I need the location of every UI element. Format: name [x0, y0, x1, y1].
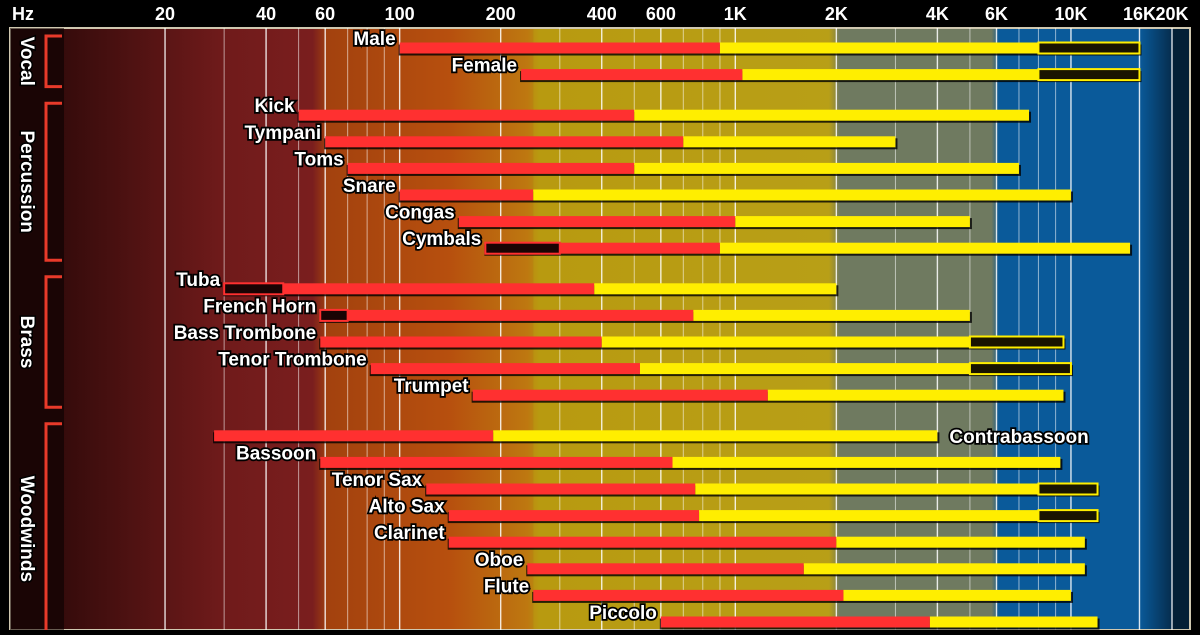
- bar-harmonics-bass-trombone: [601, 336, 970, 348]
- instrument-label-tuba: Tuba: [176, 270, 220, 291]
- bar-harmonics-clarinet: [836, 536, 1085, 548]
- tick-label-4K: 4K: [926, 4, 949, 24]
- tick-label-600: 600: [646, 4, 676, 24]
- bar-fundamental-male: [399, 42, 720, 54]
- group-label-woodwinds: Woodwinds: [16, 476, 37, 582]
- instrument-label-french-horn: French Horn: [203, 296, 316, 317]
- instrument-label-female: Female: [452, 56, 517, 77]
- bar-fundamental-bassoon: [320, 456, 673, 468]
- bar-fundamental-oboe: [527, 563, 804, 575]
- tick-label-16K: 16K: [1123, 4, 1156, 24]
- instrument-label-oboe: Oboe: [475, 550, 524, 571]
- bar-harmonics-congas: [735, 216, 970, 228]
- tick-label-20: 20: [155, 4, 175, 24]
- bar-harmonics-cymbals: [719, 242, 1131, 254]
- bar-harmonics-french-horn: [693, 309, 970, 321]
- bar-harmonics-tenor-trombone: [639, 363, 970, 375]
- bar-fundamental-toms: [347, 162, 635, 174]
- bar-harmonics-flute: [843, 589, 1071, 601]
- instrument-label-congas: Congas: [385, 203, 455, 224]
- bar-fundamental-snare: [399, 189, 534, 201]
- bar-harmonics-female: [742, 69, 1039, 81]
- bar-harmonics-bassoon: [672, 456, 1061, 468]
- tick-label-200: 200: [486, 4, 516, 24]
- axis-header-strip: [0, 0, 1200, 28]
- bar-extended-bass-trombone: [968, 335, 1065, 349]
- bar-harmonics-male: [719, 42, 1039, 54]
- tick-label-100: 100: [385, 4, 415, 24]
- bar-harmonics-oboe: [803, 563, 1085, 575]
- bar-fundamental-bass-trombone: [320, 336, 602, 348]
- instrument-label-clarinet: Clarinet: [374, 523, 445, 544]
- tick-label-40: 40: [256, 4, 276, 24]
- bar-harmonics-alto-sax: [699, 510, 1039, 522]
- bar-fundamental-flute: [533, 589, 844, 601]
- group-label-percussion: Percussion: [16, 130, 37, 232]
- bar-fundamental-tenor-sax: [426, 483, 696, 495]
- tick-label-2K: 2K: [825, 4, 848, 24]
- instrument-label-cymbals: Cymbals: [402, 229, 481, 250]
- bar-harmonics-trumpet: [767, 389, 1064, 401]
- bar-extended-female: [1037, 68, 1141, 82]
- bar-harmonics-piccolo: [929, 616, 1098, 628]
- bar-extended-male: [1037, 41, 1141, 55]
- instrument-label-tenor-trombone: Tenor Trombone: [218, 350, 366, 371]
- tick-label-20K: 20K: [1155, 4, 1188, 24]
- bar-harmonics-snare: [533, 189, 1071, 201]
- bar-harmonics-kick: [634, 109, 1030, 121]
- instrument-label-flute: Flute: [484, 576, 529, 597]
- bar-harmonics-toms: [634, 162, 1019, 174]
- bar-fundamental-trumpet: [472, 389, 768, 401]
- group-bracket-percussion: [44, 101, 62, 262]
- instrument-label-piccolo: Piccolo: [589, 603, 657, 624]
- instrument-label-trumpet: Trumpet: [394, 376, 470, 397]
- bar-fundamental-clarinet: [448, 536, 837, 548]
- frequency-band-gradient: [10, 28, 1190, 630]
- bar-harmonics-tympani: [683, 136, 896, 148]
- group-column-shade: [10, 28, 64, 630]
- bar-fundamental-tuba: [224, 283, 595, 295]
- bar-harmonics-contrabassoon: [493, 430, 938, 442]
- group-bracket-vocal: [44, 34, 62, 89]
- axis-unit-label: Hz: [12, 4, 34, 24]
- instrument-label-tympani: Tympani: [244, 123, 321, 144]
- tick-label-10K: 10K: [1054, 4, 1087, 24]
- bar-subfundamental-french-horn: [319, 308, 349, 322]
- bar-extended-tenor-trombone: [968, 362, 1072, 376]
- bar-fundamental-contrabassoon: [214, 430, 494, 442]
- tick-label-1K: 1K: [724, 4, 747, 24]
- instrument-label-male: Male: [353, 29, 395, 50]
- instrument-label-bassoon: Bassoon: [236, 443, 316, 464]
- instrument-label-kick: Kick: [254, 96, 295, 117]
- bar-fundamental-alto-sax: [448, 510, 700, 522]
- instrument-label-bass-trombone: Bass Trombone: [174, 323, 317, 344]
- instrument-label-tenor-sax: Tenor Sax: [332, 470, 423, 491]
- group-label-vocal: Vocal: [16, 37, 37, 86]
- instrument-label-alto-sax: Alto Sax: [369, 497, 445, 518]
- tick-label-6K: 6K: [985, 4, 1008, 24]
- bar-harmonics-tenor-sax: [695, 483, 1039, 495]
- bar-extended-tenor-sax: [1037, 482, 1099, 496]
- instrument-label-contrabassoon: Contrabassoon: [949, 427, 1088, 448]
- group-bracket-brass: [44, 275, 62, 409]
- bar-fundamental-tenor-trombone: [370, 363, 640, 375]
- bar-fundamental-female: [521, 69, 743, 81]
- tick-label-400: 400: [587, 4, 617, 24]
- bar-fundamental-french-horn: [320, 309, 694, 321]
- instrument-label-snare: Snare: [343, 176, 396, 197]
- bar-fundamental-tympani: [325, 136, 684, 148]
- bar-subfundamental-tuba: [223, 282, 285, 296]
- bar-subfundamental-cymbals: [484, 241, 561, 255]
- group-label-brass: Brass: [16, 316, 37, 369]
- bar-harmonics-tuba: [594, 283, 837, 295]
- bar-fundamental-congas: [458, 216, 736, 228]
- instrument-label-toms: Toms: [294, 149, 343, 170]
- bar-fundamental-piccolo: [660, 616, 930, 628]
- bar-fundamental-kick: [298, 109, 635, 121]
- bar-extended-alto-sax: [1037, 509, 1099, 523]
- tick-label-60: 60: [315, 4, 335, 24]
- bar-fundamental-cymbals: [485, 242, 720, 254]
